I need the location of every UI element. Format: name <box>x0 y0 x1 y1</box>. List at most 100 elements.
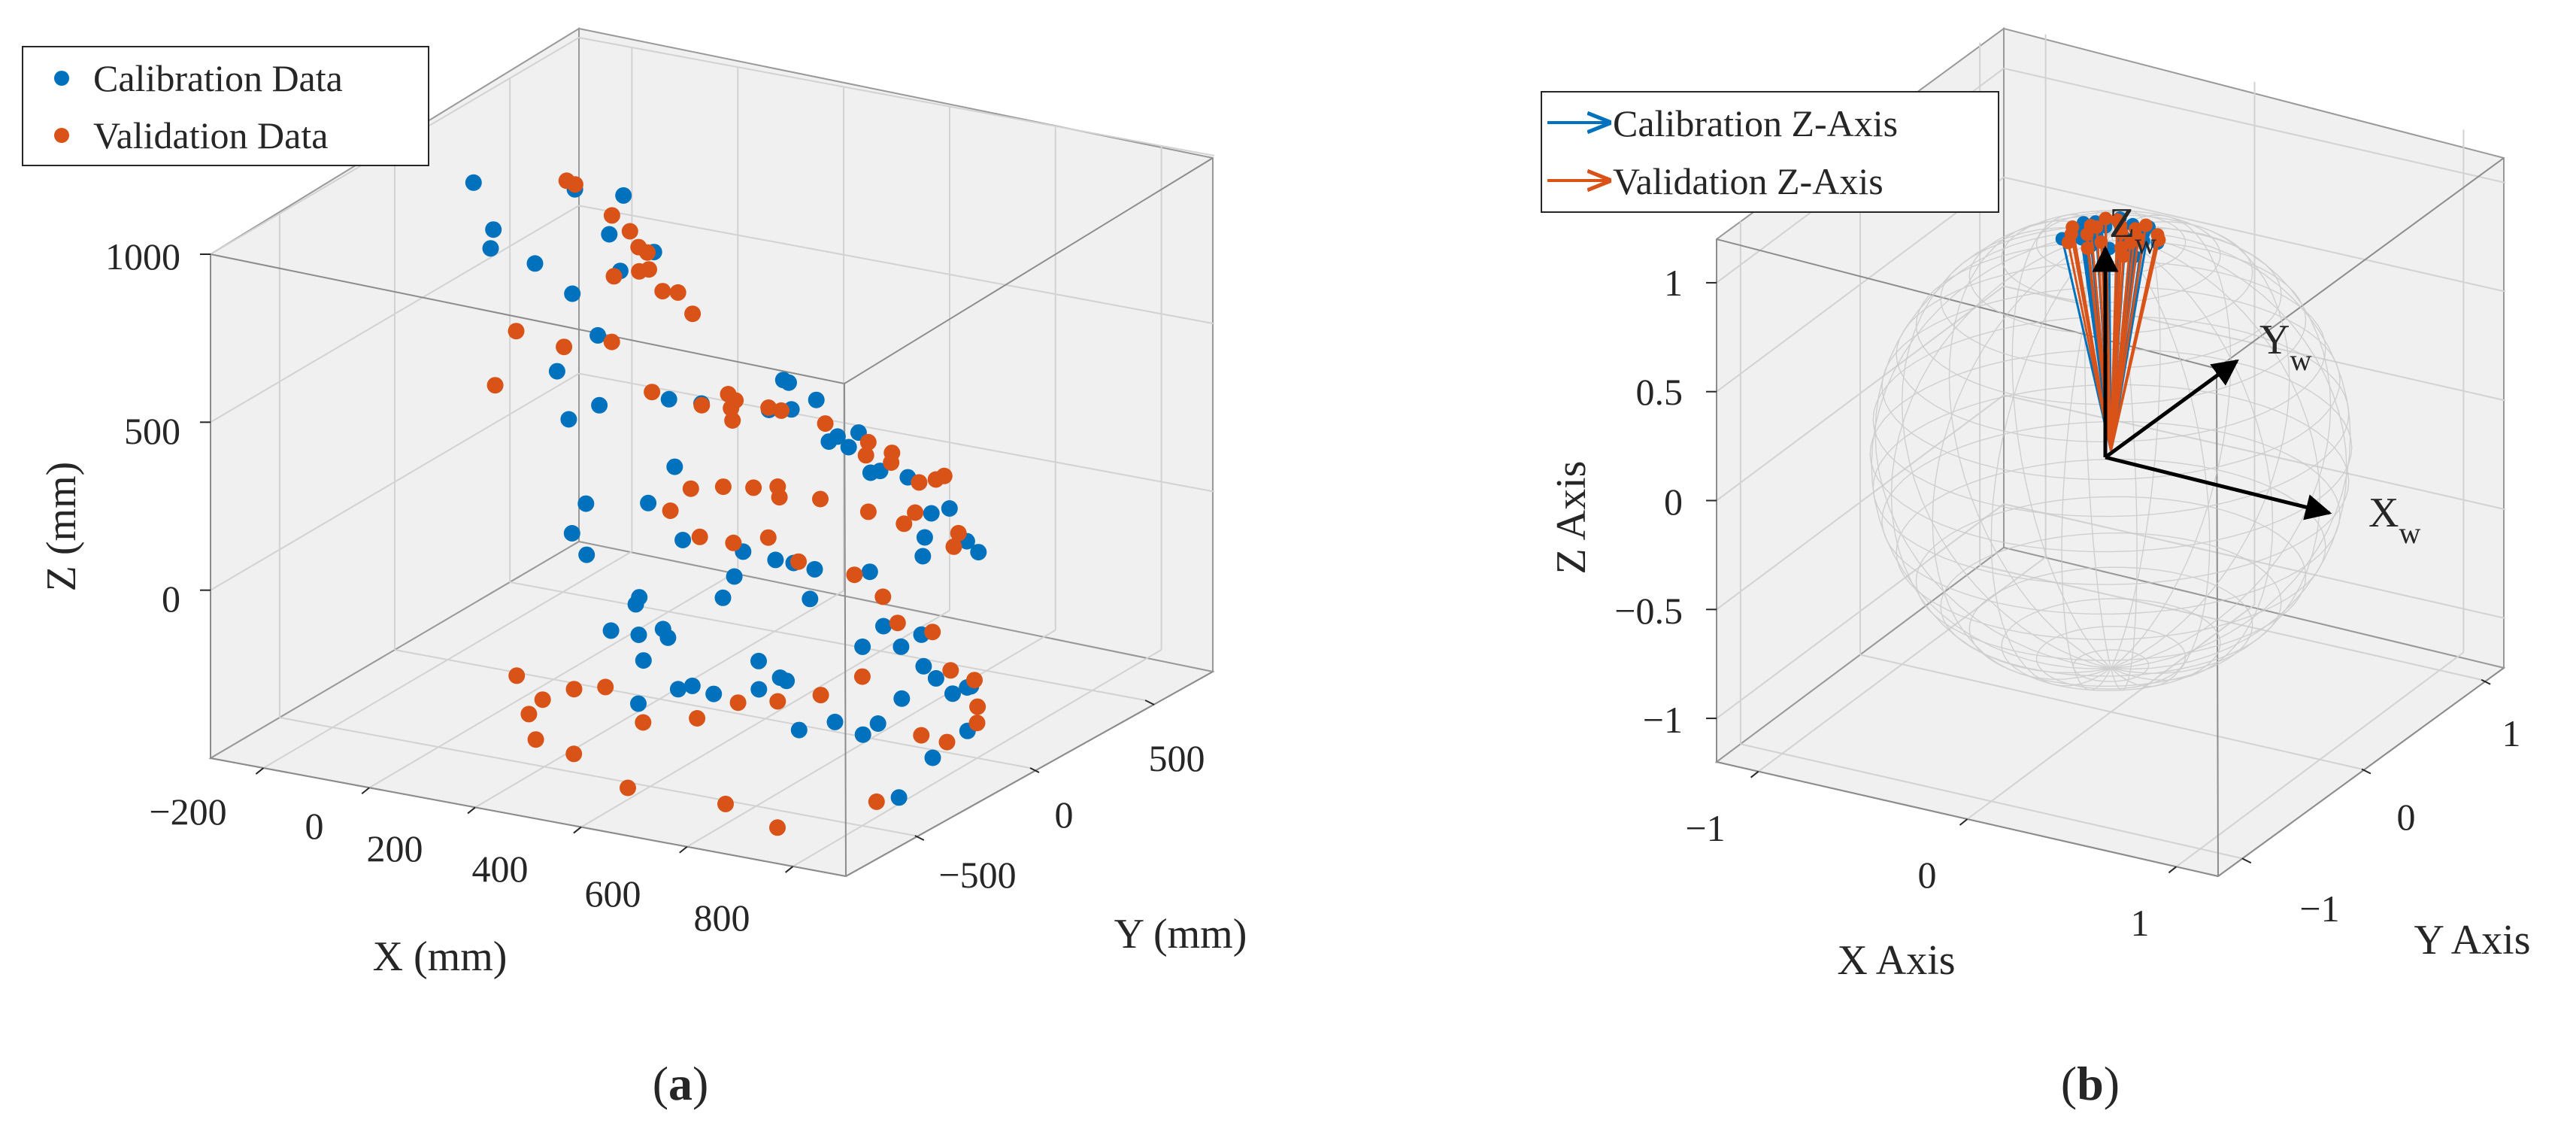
calibration-point <box>564 285 581 302</box>
sphere-wire <box>1948 220 2111 669</box>
validation-point <box>508 323 525 340</box>
legend-a: Calibration Data Validation Data <box>22 46 429 166</box>
calibration-point <box>750 652 767 669</box>
grid-line <box>394 649 1031 769</box>
validation-point <box>621 223 638 240</box>
b-y-tick-0: 0 <box>2397 796 2416 838</box>
b-z-tick--1: −1 <box>1643 699 1683 741</box>
validation-point <box>773 402 790 419</box>
calibration-point <box>548 363 565 380</box>
calibration-point <box>820 433 838 451</box>
validation-point <box>769 693 786 710</box>
validation-point <box>662 502 679 519</box>
tick-mark <box>467 806 476 815</box>
validation-point <box>534 691 551 709</box>
validation-point <box>691 528 708 545</box>
calibration-point <box>916 529 933 546</box>
calibration-point <box>674 532 692 548</box>
legend-a-val-marker <box>54 128 69 143</box>
world-z-sub: w <box>2135 226 2156 260</box>
calibration-point <box>840 439 857 456</box>
validation-zaxis-vector <box>2110 225 2122 451</box>
tick-mark <box>1959 818 1968 826</box>
calibration-point <box>924 749 941 766</box>
tick-mark <box>784 866 794 873</box>
b-y-tick-1: 1 <box>2502 712 2521 754</box>
b-x-tick-0: 0 <box>1918 854 1937 896</box>
grid-line <box>2003 503 2506 620</box>
validation-zaxis-vector <box>2110 242 2132 451</box>
grid-line <box>1859 654 2362 770</box>
tick-mark <box>2168 866 2177 874</box>
validation-point <box>966 672 983 689</box>
validation-zaxis-vector <box>2110 239 2160 451</box>
tick-mark <box>361 787 370 795</box>
tick-mark <box>2241 857 2252 864</box>
calibration-point <box>485 221 502 238</box>
validation-point <box>635 714 652 731</box>
sphere-wire <box>1890 232 2111 674</box>
validation-point <box>723 399 740 417</box>
validation-point <box>654 283 671 300</box>
grid-line <box>1716 503 2005 719</box>
calibration-point <box>923 505 940 522</box>
validation-point <box>729 694 747 712</box>
sphere-wire <box>2084 210 2112 669</box>
grid-line <box>1716 394 2005 611</box>
calibration-point <box>714 589 732 606</box>
sphere-wire <box>2111 232 2347 670</box>
validation-point <box>859 433 877 451</box>
calibration-point <box>750 681 768 698</box>
calibration-point <box>654 621 671 638</box>
validation-point <box>853 668 871 685</box>
tick-mark <box>255 767 265 775</box>
validation-point <box>684 305 702 323</box>
legend-a-cal-marker <box>54 71 69 86</box>
validation-point <box>556 338 573 356</box>
tick-mark <box>1750 770 1759 778</box>
calibration-point <box>482 240 499 257</box>
calibration-point <box>630 627 647 643</box>
world-x-sub: w <box>2399 516 2420 550</box>
x-axis-label-a: X (mm) <box>373 933 508 980</box>
validation-point <box>969 698 986 715</box>
validation-point <box>769 819 786 836</box>
grid-line <box>210 205 580 423</box>
calibration-point <box>577 495 595 512</box>
calibration-point <box>602 622 620 639</box>
world-y-sub: w <box>2290 343 2311 377</box>
sphere-wire <box>1901 227 2111 669</box>
sphere-wire <box>2111 232 2351 669</box>
calibration-point <box>591 396 608 414</box>
z-tick-0: 0 <box>162 578 180 620</box>
validation-point <box>868 793 885 810</box>
validation-point <box>924 624 941 641</box>
panel-label-a-letter: a <box>668 1057 692 1110</box>
x-tick-0: 0 <box>305 805 324 847</box>
validation-point <box>693 396 711 414</box>
validation-point <box>857 447 874 464</box>
calibration-point <box>941 500 958 517</box>
grid-line <box>578 205 1215 325</box>
validation-point <box>874 588 892 605</box>
b-z-tick--0.5: −0.5 <box>1614 590 1683 632</box>
grid-line <box>210 372 580 591</box>
calibration-point <box>893 690 911 707</box>
ticks-b <box>1706 281 2491 874</box>
y-axis-label-a: Y (mm) <box>1114 911 1247 957</box>
world-x-arrow <box>2105 455 2332 520</box>
calibration-point <box>893 638 910 655</box>
world-y-label: Yw <box>2259 317 2311 377</box>
calibration-point <box>780 374 797 391</box>
validation-point <box>597 678 614 696</box>
calibration-point <box>683 677 701 694</box>
grid-line <box>1740 743 2243 860</box>
validation-point <box>603 333 620 351</box>
calibration-point <box>615 187 632 204</box>
calibration-point <box>560 411 577 428</box>
calibration-point <box>627 596 644 613</box>
calibration-point <box>861 563 878 581</box>
validation-point <box>508 667 526 684</box>
grid-line <box>578 372 1215 493</box>
sphere-wire <box>2111 227 2332 669</box>
